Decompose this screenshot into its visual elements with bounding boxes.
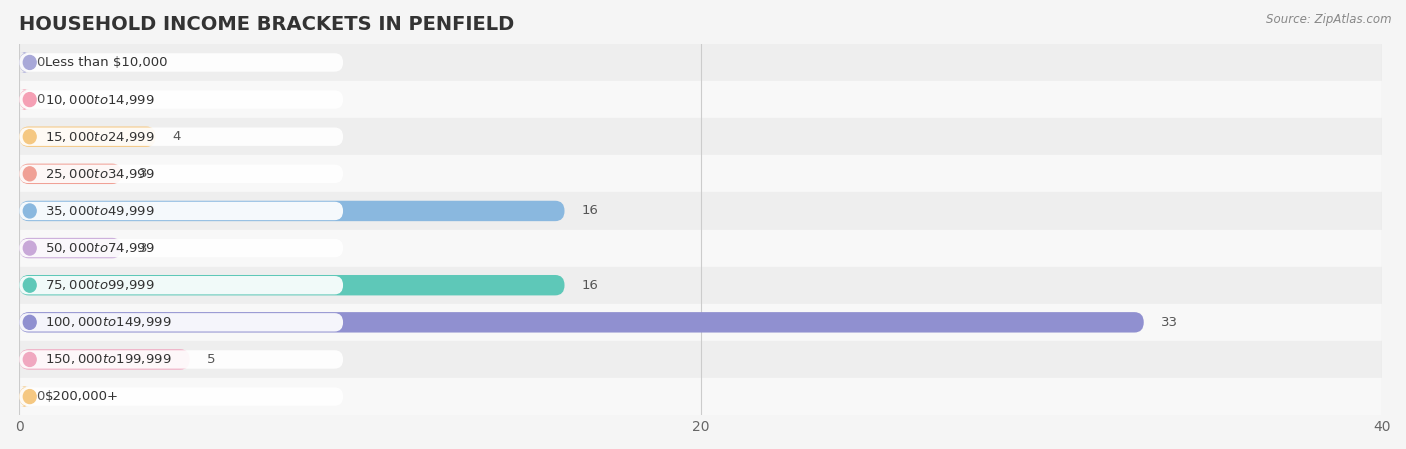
Bar — [20, 192, 1382, 229]
Circle shape — [24, 278, 37, 292]
FancyBboxPatch shape — [20, 202, 343, 220]
Bar — [20, 81, 1382, 118]
Text: 3: 3 — [139, 242, 148, 255]
Text: $35,000 to $49,999: $35,000 to $49,999 — [45, 204, 155, 218]
Bar — [20, 304, 1382, 341]
Text: $50,000 to $74,999: $50,000 to $74,999 — [45, 241, 155, 255]
Text: $10,000 to $14,999: $10,000 to $14,999 — [45, 92, 155, 106]
Bar — [20, 267, 1382, 304]
FancyBboxPatch shape — [20, 163, 121, 184]
Text: 0: 0 — [37, 390, 45, 403]
Text: $200,000+: $200,000+ — [45, 390, 118, 403]
FancyBboxPatch shape — [20, 387, 30, 407]
Bar — [20, 229, 1382, 267]
FancyBboxPatch shape — [20, 349, 190, 370]
Circle shape — [24, 315, 37, 329]
Text: 16: 16 — [582, 279, 599, 292]
Text: 16: 16 — [582, 204, 599, 217]
Text: $25,000 to $34,999: $25,000 to $34,999 — [45, 167, 155, 181]
Text: Source: ZipAtlas.com: Source: ZipAtlas.com — [1267, 13, 1392, 26]
Bar — [20, 118, 1382, 155]
FancyBboxPatch shape — [20, 387, 343, 406]
Text: 0: 0 — [37, 93, 45, 106]
FancyBboxPatch shape — [20, 127, 156, 147]
FancyBboxPatch shape — [20, 275, 565, 295]
Text: $150,000 to $199,999: $150,000 to $199,999 — [45, 352, 172, 366]
FancyBboxPatch shape — [20, 128, 343, 146]
Text: 5: 5 — [207, 353, 215, 366]
Text: 0: 0 — [37, 56, 45, 69]
Text: HOUSEHOLD INCOME BRACKETS IN PENFIELD: HOUSEHOLD INCOME BRACKETS IN PENFIELD — [20, 15, 515, 34]
Circle shape — [24, 167, 37, 181]
Text: 33: 33 — [1161, 316, 1178, 329]
FancyBboxPatch shape — [20, 276, 343, 295]
FancyBboxPatch shape — [20, 90, 343, 109]
FancyBboxPatch shape — [20, 53, 343, 72]
Bar — [20, 44, 1382, 81]
Circle shape — [24, 130, 37, 144]
Bar — [20, 155, 1382, 192]
Circle shape — [24, 390, 37, 404]
Bar — [20, 341, 1382, 378]
FancyBboxPatch shape — [20, 238, 121, 258]
Text: Less than $10,000: Less than $10,000 — [45, 56, 167, 69]
Circle shape — [24, 241, 37, 255]
FancyBboxPatch shape — [20, 52, 30, 73]
Circle shape — [24, 92, 37, 106]
Circle shape — [24, 56, 37, 70]
FancyBboxPatch shape — [20, 165, 343, 183]
Text: 4: 4 — [173, 130, 181, 143]
FancyBboxPatch shape — [20, 201, 565, 221]
Circle shape — [24, 352, 37, 366]
FancyBboxPatch shape — [20, 239, 343, 257]
FancyBboxPatch shape — [20, 313, 343, 331]
Text: 3: 3 — [139, 167, 148, 180]
Text: $15,000 to $24,999: $15,000 to $24,999 — [45, 130, 155, 144]
Bar — [20, 378, 1382, 415]
FancyBboxPatch shape — [20, 312, 1143, 333]
Circle shape — [24, 204, 37, 218]
FancyBboxPatch shape — [20, 350, 343, 369]
Text: $100,000 to $149,999: $100,000 to $149,999 — [45, 315, 172, 329]
FancyBboxPatch shape — [20, 89, 30, 110]
Text: $75,000 to $99,999: $75,000 to $99,999 — [45, 278, 155, 292]
